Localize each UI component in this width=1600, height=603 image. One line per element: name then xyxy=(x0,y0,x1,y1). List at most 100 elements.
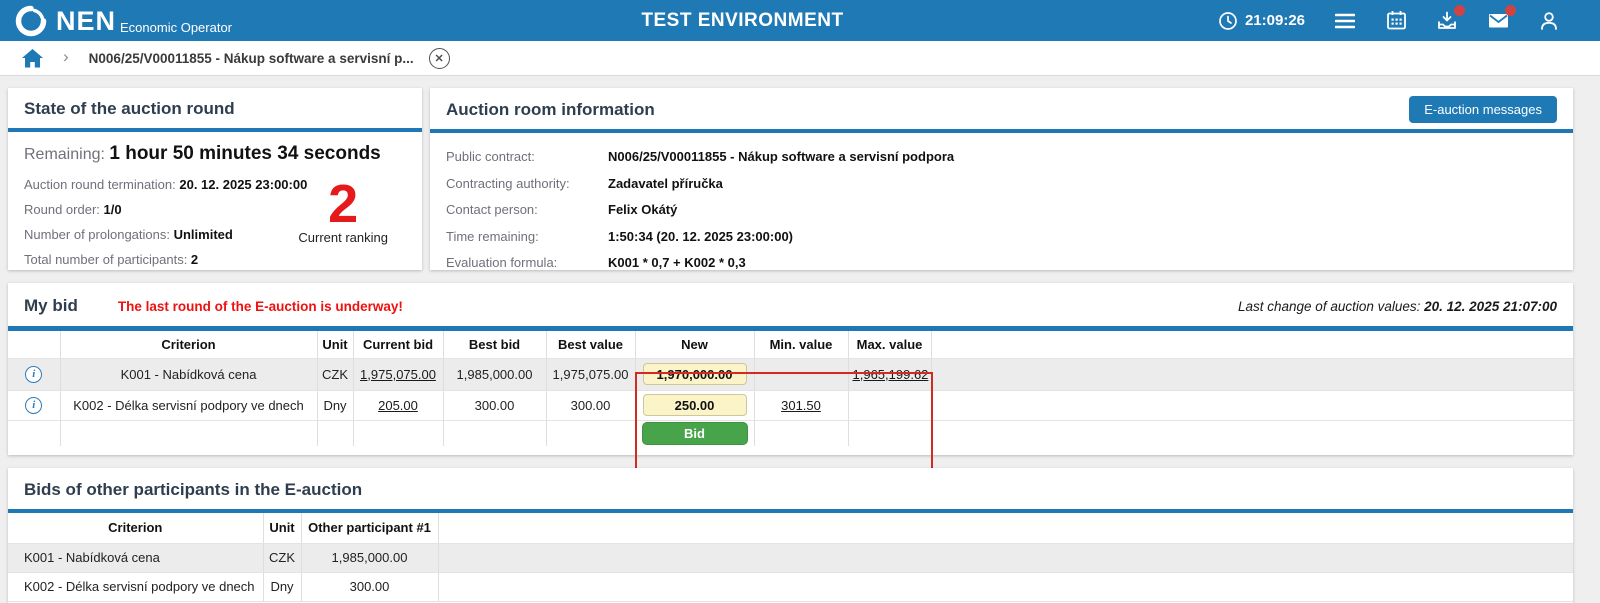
public-contract-label: Public contract: xyxy=(446,149,535,164)
info-panel-title: Auction room information xyxy=(446,99,655,119)
criterion-cell: K001 - Nabídková cena xyxy=(60,358,318,391)
participants-label: Total number of participants: xyxy=(24,252,191,267)
new-column-header: New xyxy=(635,331,755,359)
best-value-column-header: Best value xyxy=(546,331,636,359)
unit-cell: CZK xyxy=(317,358,354,391)
filler-cell xyxy=(931,390,1573,421)
min-value-cell xyxy=(754,358,849,391)
menu-button[interactable] xyxy=(1334,10,1356,32)
clock-icon xyxy=(1218,11,1238,31)
other-bids-title: Bids of other participants in the E-auct… xyxy=(24,480,363,499)
criterion-cell: K001 - Nabídková cena xyxy=(8,543,264,573)
criterion-column-header: Criterion xyxy=(60,331,318,359)
prolongations-value: Unlimited xyxy=(173,227,233,242)
messages-notification-dot xyxy=(1505,4,1516,16)
unit-cell: CZK xyxy=(263,543,302,573)
unit-column-header: Unit xyxy=(317,331,354,359)
nen-logo-icon xyxy=(14,4,48,38)
auction-room-information-panel: Auction room information E-auction messa… xyxy=(430,88,1573,270)
close-tab-icon[interactable]: ✕ xyxy=(428,47,450,69)
termination-value: 20. 12. 2025 23:00:00 xyxy=(179,177,308,192)
bid-button-row: Bid xyxy=(8,420,1573,446)
server-clock: 21:09:26 xyxy=(1218,11,1305,31)
nen-brand[interactable]: NEN Economic Operator xyxy=(14,4,232,38)
max-value-column-header: Max. value xyxy=(848,331,932,359)
info-icon[interactable]: i xyxy=(25,396,43,414)
breadcrumb-tab-label[interactable]: N006/25/V00011855 - Nákup software a ser… xyxy=(88,50,414,66)
evaluation-formula-label: Evaluation formula: xyxy=(446,255,558,270)
unit-cell: Dny xyxy=(317,390,354,421)
contracting-authority-value: Zadavatel příručka xyxy=(608,175,723,191)
best-bid-column-header: Best bid xyxy=(443,331,547,359)
accent-bar xyxy=(8,128,422,132)
participant-column-header: Other participant #1 xyxy=(301,513,439,544)
state-panel-title: State of the auction round xyxy=(24,99,235,118)
bid-button[interactable]: Bid xyxy=(641,421,748,445)
unit-column-header: Unit xyxy=(263,513,302,544)
home-icon[interactable] xyxy=(22,48,43,68)
max-value-link[interactable]: 1,965,199.62 xyxy=(852,366,929,382)
table-row-k001: K001 - Nabídková cena CZK 1,985,000.00 xyxy=(8,543,1573,573)
current-ranking: 2 Current ranking xyxy=(298,174,388,245)
filler-cell xyxy=(438,543,1573,573)
other-participants-bids-panel: Bids of other participants in the E-auct… xyxy=(8,468,1573,603)
downloads-button[interactable] xyxy=(1436,4,1465,32)
filler-cell xyxy=(438,572,1573,602)
messages-button[interactable] xyxy=(1487,4,1516,32)
table-row-k001: i K001 - Nabídková cena CZK 1,975,075.00… xyxy=(8,358,1573,391)
info-icon[interactable]: i xyxy=(25,365,43,383)
contact-person-label: Contact person: xyxy=(446,202,538,217)
criterion-cell: K002 - Délka servisní podpory ve dnech xyxy=(8,572,264,602)
filler-column-header xyxy=(931,331,1573,359)
new-bid-input-k002[interactable] xyxy=(642,394,747,416)
clock-time: 21:09:26 xyxy=(1244,12,1305,29)
e-auction-messages-button[interactable]: E-auction messages xyxy=(1409,96,1557,123)
other-bids-table: Criterion Unit Other participant #1 K001… xyxy=(8,513,1573,602)
info-column-header xyxy=(8,331,61,359)
top-header-bar: NEN Economic Operator TEST ENVIRONMENT 2… xyxy=(0,0,1600,41)
remaining-label: Remaining: xyxy=(24,146,110,163)
hamburger-icon xyxy=(1335,13,1355,29)
chevron-right-icon: › xyxy=(63,47,69,66)
mail-icon xyxy=(1487,9,1510,32)
calendar-button[interactable] xyxy=(1385,10,1407,32)
calendar-icon xyxy=(1386,10,1407,31)
last-round-warning: The last round of the E-auction is under… xyxy=(117,299,403,314)
profile-button[interactable] xyxy=(1538,10,1560,32)
current-bid-link[interactable]: 1,975,075.00 xyxy=(360,366,436,382)
criterion-cell: K002 - Délka servisní podpory ve dnech xyxy=(60,390,318,421)
best-value-cell: 1,975,075.00 xyxy=(546,358,636,391)
accent-bar xyxy=(8,509,1573,513)
my-bid-table: Criterion Unit Current bid Best bid Best… xyxy=(8,331,1573,446)
unit-cell: Dny xyxy=(263,572,302,602)
brand-name: NEN xyxy=(56,5,117,36)
state-of-auction-round-panel: State of the auction round Remaining: 1 … xyxy=(8,88,422,270)
downloads-notification-dot xyxy=(1454,4,1465,16)
contact-person-value: Felix Okátý xyxy=(608,202,678,217)
new-bid-input-k001[interactable] xyxy=(642,363,747,385)
prolongations-label: Number of prolongations: xyxy=(24,227,174,242)
my-bid-panel: My bid The last round of the E-auction i… xyxy=(8,283,1573,488)
participants-value: 2 xyxy=(190,252,199,267)
termination-label: Auction round termination: xyxy=(24,177,180,192)
best-bid-cell: 300.00 xyxy=(443,390,547,421)
person-icon xyxy=(1538,10,1560,32)
table-row-k002: K002 - Délka servisní podpory ve dnech D… xyxy=(8,572,1573,602)
filler-cell xyxy=(931,358,1573,391)
criterion-column-header: Criterion xyxy=(8,513,264,544)
contracting-authority-label: Contracting authority: xyxy=(446,175,570,191)
evaluation-formula-value: K001 * 0,7 + K002 * 0,3 xyxy=(608,255,746,270)
best-bid-cell: 1,985,000.00 xyxy=(443,358,547,391)
filler-column-header xyxy=(438,513,1573,544)
current-bid-column-header: Current bid xyxy=(353,331,444,359)
round-order-value: 1/0 xyxy=(103,202,122,217)
time-remaining-label: Time remaining: xyxy=(446,228,539,244)
table-row-k002: i K002 - Délka servisní podpory ve dnech… xyxy=(8,390,1573,421)
participant-bid-cell: 300.00 xyxy=(301,572,439,602)
current-ranking-label: Current ranking xyxy=(298,230,388,245)
current-ranking-value: 2 xyxy=(328,174,359,234)
current-bid-link[interactable]: 205.00 xyxy=(378,397,418,413)
round-order-label: Round order: xyxy=(24,202,104,217)
min-value-link[interactable]: 301.50 xyxy=(781,397,821,413)
max-value-cell xyxy=(848,390,932,421)
